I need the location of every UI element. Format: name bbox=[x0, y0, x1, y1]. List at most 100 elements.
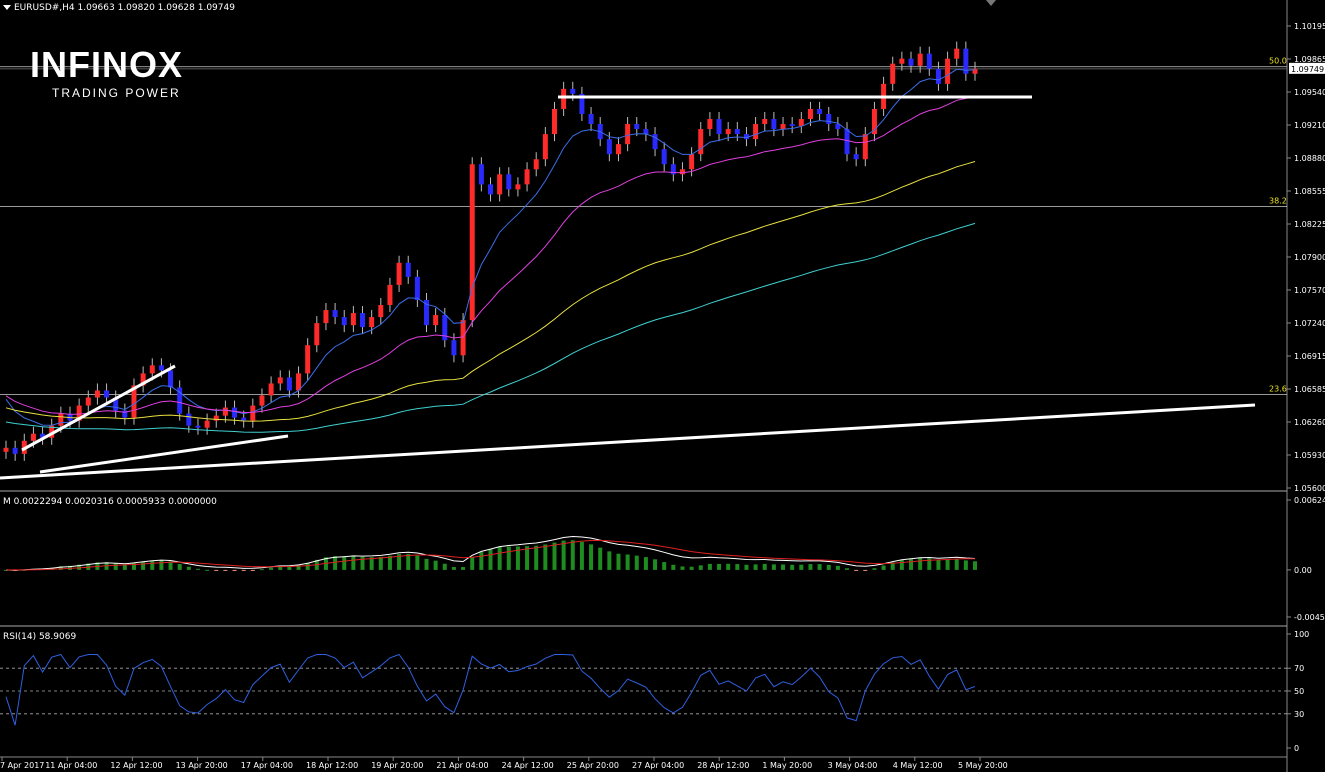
macd-histogram-bar bbox=[269, 567, 274, 570]
macd-histogram-bar bbox=[287, 566, 292, 570]
macd-histogram-bar bbox=[570, 540, 575, 570]
candle-body bbox=[945, 58, 951, 84]
candle-body bbox=[807, 108, 813, 120]
logo-tagline: TRADING POWER bbox=[52, 86, 181, 100]
candle-body bbox=[405, 262, 411, 277]
dropdown-icon[interactable] bbox=[3, 5, 11, 10]
macd-histogram-bar bbox=[963, 560, 968, 570]
price-tick-label: 1.08555 bbox=[1294, 187, 1325, 196]
macd-histogram-bar bbox=[799, 564, 804, 570]
time-tick-label: 18 Apr 12:00 bbox=[306, 761, 358, 770]
candle-body bbox=[49, 425, 55, 438]
macd-histogram-bar bbox=[497, 546, 502, 570]
macd-histogram-bar bbox=[872, 568, 877, 570]
candle-body bbox=[643, 129, 649, 135]
candle-body bbox=[369, 317, 375, 328]
candle-body bbox=[286, 377, 292, 391]
candle-body bbox=[606, 139, 612, 155]
candle-body bbox=[433, 315, 439, 326]
time-tick-label: 7 Apr 2017 bbox=[0, 761, 44, 770]
macd-histogram-bar bbox=[296, 565, 301, 570]
macd-histogram-bar bbox=[589, 544, 594, 570]
macd-histogram-bar bbox=[927, 558, 932, 570]
candle-body bbox=[542, 134, 548, 160]
macd-histogram-bar bbox=[470, 557, 475, 570]
macd-histogram-bar bbox=[543, 544, 548, 570]
current-price-box bbox=[1289, 62, 1325, 74]
rsi-tick-label: 30 bbox=[1294, 710, 1304, 719]
macd-histogram-bar bbox=[671, 564, 676, 570]
candle-body bbox=[350, 313, 356, 326]
macd-tick-label: 0.00624 bbox=[1294, 496, 1325, 505]
price-tick-label: 1.09210 bbox=[1294, 121, 1325, 130]
candle-body bbox=[94, 390, 100, 398]
macd-histogram-bar bbox=[515, 546, 520, 570]
candle-body bbox=[268, 383, 274, 396]
macd-histogram-bar bbox=[433, 560, 438, 570]
candle-body bbox=[85, 397, 91, 406]
macd-histogram-bar bbox=[808, 564, 813, 570]
macd-histogram-bar bbox=[451, 566, 456, 570]
candle-body bbox=[698, 129, 704, 155]
fib-level-label: 50.0 bbox=[1269, 57, 1287, 66]
candle-body bbox=[917, 53, 923, 66]
macd-histogram-bar bbox=[506, 546, 511, 570]
trendline bbox=[0, 403, 1256, 480]
candle-body bbox=[241, 417, 247, 421]
macd-histogram-bar bbox=[607, 551, 612, 570]
price-tick-label: 1.05930 bbox=[1294, 451, 1325, 460]
trendline bbox=[39, 434, 289, 474]
candle-body bbox=[259, 395, 265, 406]
candle-body bbox=[652, 134, 658, 150]
ma-mid-line bbox=[5, 95, 976, 415]
candle-body bbox=[835, 124, 841, 130]
candle-body bbox=[396, 262, 402, 285]
macd-histogram-bar bbox=[122, 564, 127, 570]
macd-histogram-bar bbox=[762, 563, 767, 570]
macd-histogram-bar bbox=[214, 569, 219, 571]
logo-name: INFINOX bbox=[30, 44, 184, 85]
macd-histogram-bar bbox=[561, 540, 566, 570]
macd-histogram-bar bbox=[899, 560, 904, 570]
macd-header: M 0.0022294 0.0020316 0.0005933 0.000000… bbox=[3, 497, 217, 507]
macd-histogram-bar bbox=[945, 559, 950, 570]
current-price-label: 1.09749 bbox=[1291, 65, 1324, 74]
macd-histogram-bar bbox=[141, 561, 146, 570]
macd-histogram-bar bbox=[579, 541, 584, 570]
macd-histogram-bar bbox=[826, 564, 831, 570]
candle-body bbox=[12, 447, 18, 454]
macd-histogram-bar bbox=[67, 565, 72, 570]
macd-histogram-bar bbox=[790, 564, 795, 570]
candle-body bbox=[561, 88, 567, 109]
candle-body bbox=[762, 119, 768, 125]
macd-histogram-bar bbox=[634, 555, 639, 570]
macd-histogram-bar bbox=[168, 561, 173, 570]
macd-histogram-bar bbox=[442, 563, 447, 570]
candle-body bbox=[213, 415, 219, 421]
macd-histogram-bar bbox=[726, 563, 731, 570]
macd-histogram-bar bbox=[616, 553, 621, 570]
rsi-line bbox=[5, 653, 976, 726]
rsi-tick-label: 100 bbox=[1294, 630, 1309, 639]
candle-body bbox=[149, 365, 155, 374]
signal-line bbox=[6, 539, 976, 571]
price-tick-label: 1.07900 bbox=[1294, 253, 1325, 262]
macd-histogram-bar bbox=[360, 556, 365, 570]
macd-histogram-bar bbox=[918, 557, 923, 570]
candle-body bbox=[670, 164, 676, 175]
macd-histogram-bar bbox=[890, 562, 895, 570]
macd-histogram-bar bbox=[680, 566, 685, 570]
macd-histogram-bar bbox=[49, 567, 54, 570]
candle-body bbox=[789, 124, 795, 127]
rsi-header: RSI(14) 58.9069 bbox=[3, 632, 77, 642]
time-tick-label: 5 May 20:00 bbox=[958, 761, 1008, 770]
candle-body bbox=[625, 124, 631, 145]
price-tick-label: 1.08225 bbox=[1294, 220, 1325, 229]
price-tick-label: 1.10195 bbox=[1294, 22, 1325, 31]
macd-histogram-bar bbox=[259, 569, 264, 571]
macd-histogram-bar bbox=[305, 562, 310, 570]
candle-body bbox=[579, 93, 585, 114]
candle-body bbox=[341, 317, 347, 326]
candle-body bbox=[332, 310, 338, 318]
